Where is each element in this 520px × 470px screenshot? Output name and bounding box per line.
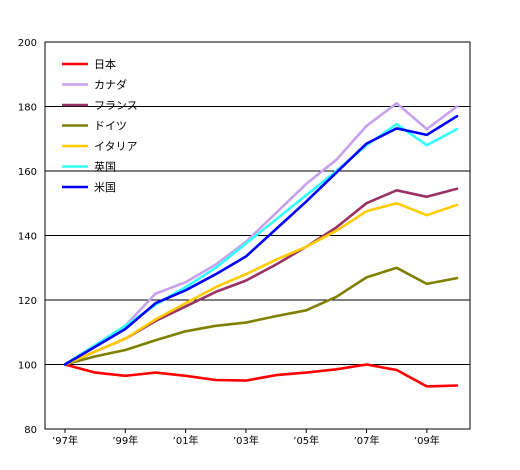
series-lines — [63, 102, 459, 388]
legend-label: ドイツ — [94, 120, 127, 133]
x-tick-label: ’03年 — [233, 434, 259, 447]
series-line-4 — [63, 201, 459, 366]
x-tick-label: ’97年 — [52, 434, 78, 447]
legend-label: カナダ — [94, 78, 127, 92]
x-axis: ’97年 ’99年 ’01年 ’03年 ’05年 ’07年 ’09年 — [52, 429, 440, 447]
series-line-1 — [63, 102, 459, 366]
x-tick-label: ’05年 — [293, 434, 319, 447]
legend-label: イタリア — [94, 140, 138, 153]
plot-area-border — [44, 41, 471, 430]
y-tick-label: 100 — [18, 361, 37, 372]
y-axis: 80 100 120 140 160 180 200 — [18, 38, 37, 436]
series-line-5 — [63, 122, 459, 366]
y-tick-label: 80 — [24, 425, 37, 436]
legend-label: 米国 — [94, 181, 116, 194]
series-line-0 — [63, 363, 459, 388]
x-tick-label: ’07年 — [354, 434, 380, 447]
legend-label: 日本 — [94, 57, 116, 71]
series-line-3 — [63, 266, 459, 366]
y-tick-label: 140 — [18, 232, 37, 243]
series-line-6 — [63, 114, 459, 366]
x-tick-label: ’99年 — [112, 434, 138, 447]
y-tick-label: 120 — [18, 296, 37, 307]
y-tick-label: 200 — [18, 38, 37, 49]
x-tick-label: ’09年 — [414, 434, 440, 447]
x-tick-label: ’01年 — [173, 434, 199, 447]
legend-label: フランス — [94, 99, 138, 112]
y-tick-label: 180 — [18, 103, 37, 114]
legend-label: 英国 — [94, 160, 116, 174]
y-tick-label: 160 — [18, 167, 37, 178]
